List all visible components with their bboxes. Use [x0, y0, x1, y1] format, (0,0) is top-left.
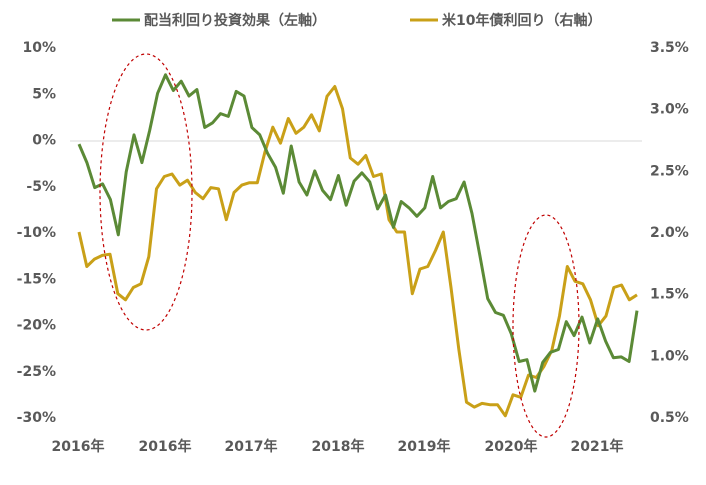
- left-axis-tick-label: 0%: [32, 133, 56, 149]
- highlight-ellipses: [99, 53, 580, 438]
- legend-label-left-series: 配当利回り投資効果（左軸）: [144, 12, 326, 29]
- left-axis-tick-label: -20%: [17, 318, 56, 334]
- x-axis-tick-label: 2017年: [225, 438, 278, 455]
- series-line-dividend-yield-effect: [77, 73, 639, 393]
- x-axis-tick-label: 2016年: [139, 438, 192, 455]
- left-axis-tick-label: -15%: [17, 271, 56, 287]
- right-axis-tick-label: 3.0%: [650, 102, 689, 118]
- left-axis-tick-label: -10%: [17, 225, 56, 241]
- right-axis-tick-label: 0.5%: [650, 410, 689, 426]
- plot-area: [77, 73, 639, 418]
- x-axis-tick-label: 2016年: [52, 438, 105, 455]
- left-axis-tick-label: 5%: [32, 86, 56, 102]
- left-axis-tick-label: -5%: [26, 179, 56, 195]
- legend-label-right-series: 米10年債利回り（右軸）: [442, 12, 601, 29]
- x-axis: 2016年 2016年 2017年 2018年 2019年 2020年 2021年: [52, 438, 624, 455]
- x-axis-tick-label: 2020年: [485, 438, 538, 455]
- left-axis-tick-label: -30%: [17, 410, 56, 426]
- right-axis-tick-label: 1.0%: [650, 348, 689, 364]
- right-axis-tick-label: 1.5%: [650, 287, 689, 303]
- right-axis: 3.5% 3.0% 2.5% 2.0% 1.5% 1.0% 0.5%: [650, 40, 689, 426]
- left-axis-tick-label: 10%: [22, 40, 56, 56]
- x-axis-tick-label: 2021年: [571, 438, 624, 455]
- left-axis-tick-label: -25%: [17, 364, 56, 380]
- left-axis: 10% 5% 0% -5% -10% -15% -20% -25% -30%: [17, 40, 56, 426]
- x-axis-tick-label: 2018年: [312, 438, 365, 455]
- right-axis-tick-label: 3.5%: [650, 40, 689, 56]
- legend: 配当利回り投資効果（左軸） 米10年債利回り（右軸）: [112, 12, 601, 29]
- right-axis-tick-label: 2.0%: [650, 225, 689, 241]
- highlight-ellipse-2020: [512, 214, 580, 438]
- series-line-us10y-yield: [77, 85, 638, 418]
- highlight-ellipse-2016: [99, 53, 193, 331]
- right-axis-tick-label: 2.5%: [650, 163, 689, 179]
- x-axis-tick-label: 2019年: [398, 438, 451, 455]
